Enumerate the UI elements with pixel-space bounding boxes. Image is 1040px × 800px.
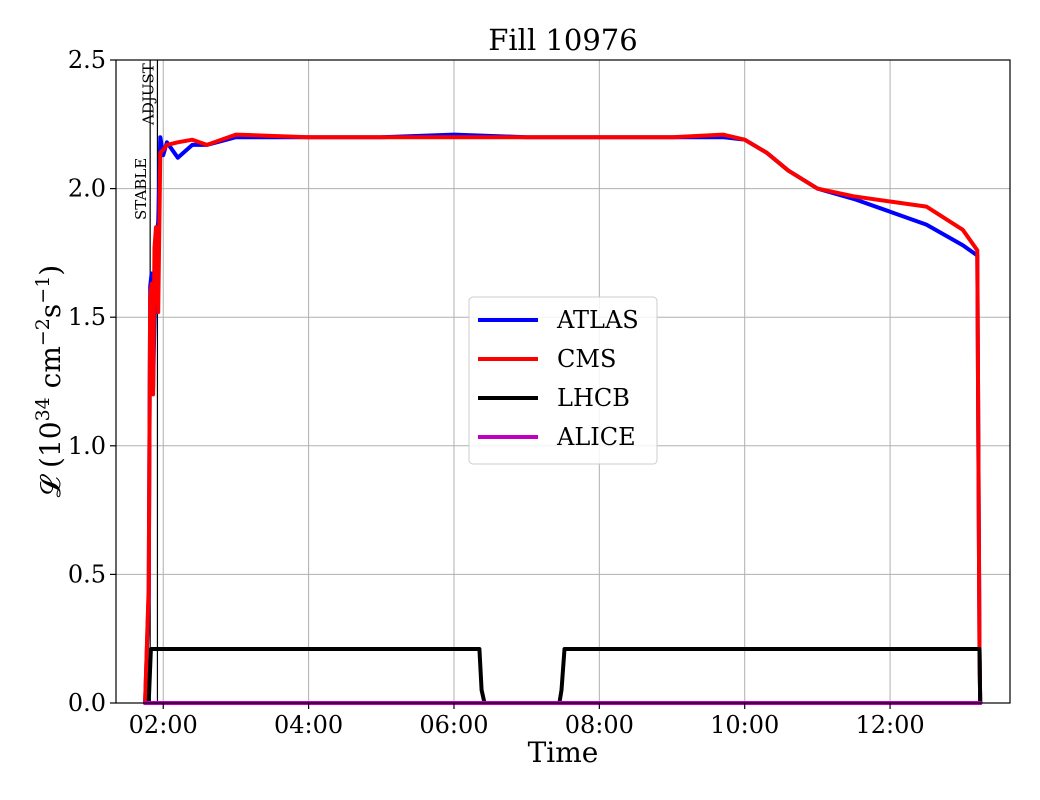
legend: ATLAS CMS LHCB ALICE	[468, 296, 658, 465]
y-axis-label: 𝓛 (1034 cm−2s−1)	[32, 265, 67, 497]
y-axis-label-exp1: 34	[32, 397, 54, 421]
x-tick-label: 04:00	[274, 711, 343, 739]
x-axis-ticks: 02:00 04:00 06:00 08:00 10:00 12:00	[129, 703, 925, 739]
y-axis-label-mid2: s	[34, 304, 67, 318]
y-tick-label: 0.5	[68, 560, 106, 588]
y-axis-label-exp2: −2	[32, 318, 54, 346]
chart-title: Fill 10976	[488, 23, 637, 57]
x-axis-label: Time	[528, 736, 599, 769]
y-axis-label-exp3: −1	[32, 276, 54, 304]
legend-label-cms: CMS	[557, 345, 616, 373]
y-tick-label: 0.0	[68, 689, 106, 717]
legend-label-atlas: ATLAS	[556, 306, 639, 334]
x-tick-label: 12:00	[855, 711, 924, 739]
y-tick-label: 1.0	[68, 432, 106, 460]
legend-label-lhcb: LHCB	[557, 384, 630, 412]
y-tick-label: 2.0	[68, 175, 106, 203]
legend-box	[468, 296, 658, 465]
y-axis-label-main: 𝓛 (10	[34, 421, 67, 497]
x-tick-label: 02:00	[129, 711, 198, 739]
x-tick-label: 08:00	[565, 711, 634, 739]
y-axis-label-mid: cm	[34, 346, 67, 397]
y-tick-label: 1.5	[68, 303, 106, 331]
x-tick-label: 06:00	[419, 711, 488, 739]
y-axis-label-end: )	[34, 265, 67, 276]
legend-label-alice: ALICE	[556, 423, 636, 451]
y-tick-label: 2.5	[68, 46, 106, 74]
series-line-cms	[143, 132, 983, 705]
x-tick-label: 10:00	[710, 711, 779, 739]
plot-frame	[115, 59, 1011, 704]
marker-label-adjust: ADJUST	[139, 63, 157, 126]
marker-label-stable: STABLE	[132, 158, 150, 220]
y-axis-ticks: 0.0 0.5 1.0 1.5 2.0 2.5	[68, 46, 116, 717]
